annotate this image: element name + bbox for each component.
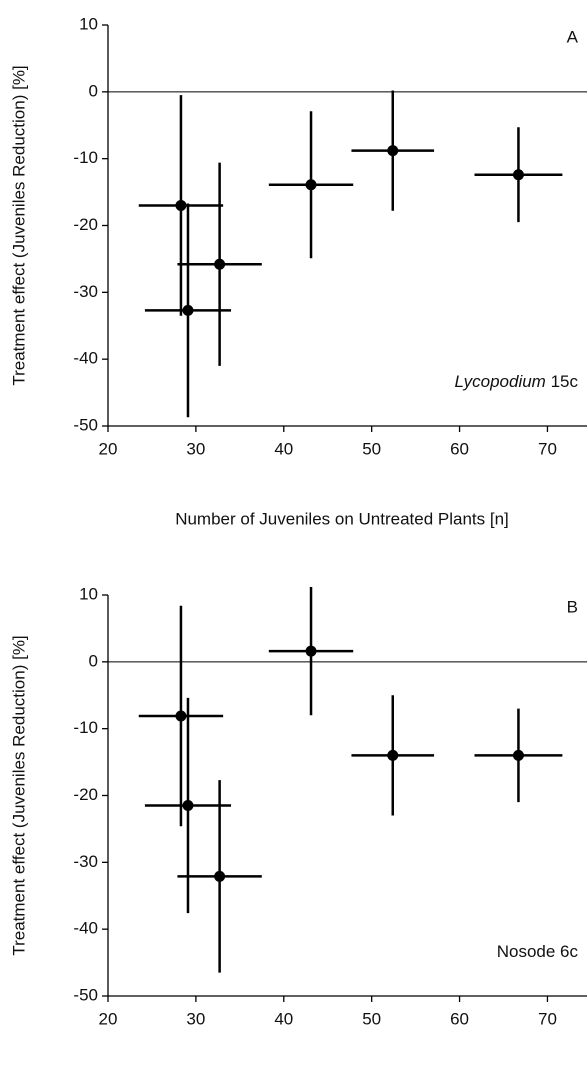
point (512, 169, 524, 181)
y-tick-label: 0 (89, 81, 98, 100)
x-tick-label: 60 (450, 1009, 469, 1028)
y-tick-label: -40 (73, 919, 98, 938)
annotation: Lycopodium 15c (454, 372, 578, 391)
annotation-part: 15c (551, 372, 579, 391)
y-tick-label: -10 (73, 718, 98, 737)
y-tick-label: 10 (79, 14, 98, 33)
y-tick-label: -50 (73, 985, 98, 1004)
x-tick-label: 50 (362, 1009, 381, 1028)
y-tick-label: 0 (89, 651, 98, 670)
x-tick-label: 30 (186, 439, 205, 458)
y-tick-label: -20 (73, 785, 98, 804)
point (214, 870, 226, 882)
point (182, 304, 194, 316)
y-axis-title: Treatment effect (Juveniles Reduction) [… (9, 635, 28, 955)
y-axis-title: Treatment effect (Juveniles Reduction) [… (9, 65, 28, 385)
x-tick-label: 40 (274, 439, 293, 458)
y-tick-label: 10 (79, 584, 98, 603)
point (182, 800, 194, 812)
x-tick-label: 70 (538, 1009, 557, 1028)
point (512, 749, 524, 761)
x-tick-label: 60 (450, 439, 469, 458)
point (387, 749, 399, 761)
annotation-part: Lycopodium (454, 372, 550, 391)
x-tick-label: 40 (274, 1009, 293, 1028)
y-tick-label: -30 (73, 282, 98, 301)
panel-label: A (567, 27, 579, 46)
x-tick-label: 30 (186, 1009, 205, 1028)
annotation-part: Nosode 6c (497, 942, 579, 961)
y-tick-label: -30 (73, 852, 98, 871)
x-tick-label: 70 (538, 439, 557, 458)
point (387, 145, 399, 157)
point (175, 199, 187, 211)
x-axis-title: Number of Juveniles on Untreated Plants … (175, 509, 509, 528)
y-tick-label: -40 (73, 349, 98, 368)
point (305, 179, 317, 191)
point (305, 645, 317, 657)
annotation: Nosode 6c (497, 942, 579, 961)
panel-label: B (567, 597, 578, 616)
x-tick-label: 20 (99, 1009, 118, 1028)
y-tick-label: -20 (73, 215, 98, 234)
point (175, 710, 187, 722)
x-tick-label: 20 (99, 439, 118, 458)
y-tick-label: -50 (73, 415, 98, 434)
point (214, 258, 226, 270)
y-tick-label: -10 (73, 148, 98, 167)
x-tick-label: 50 (362, 439, 381, 458)
